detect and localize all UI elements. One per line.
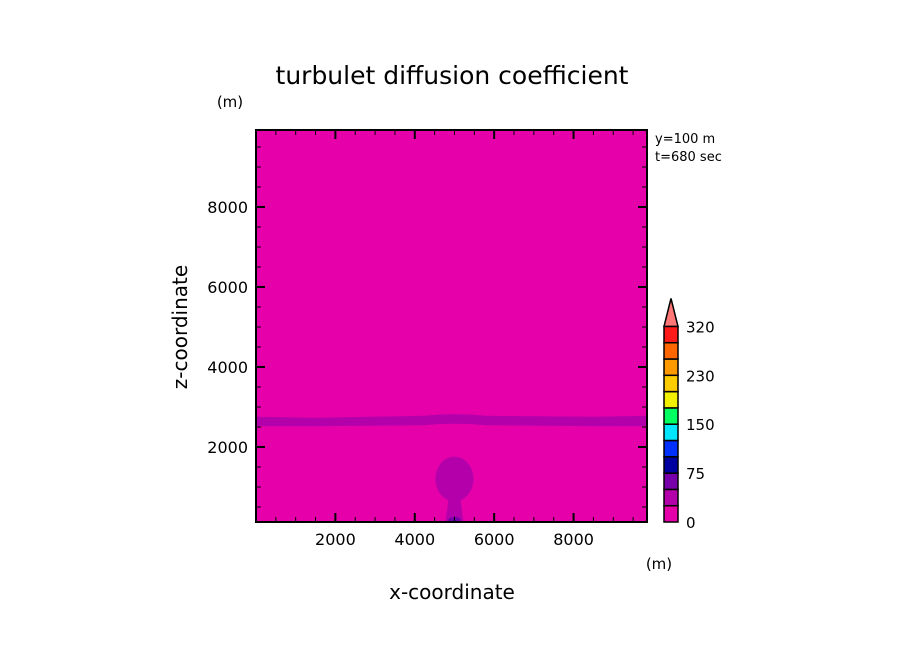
colorbar-box <box>663 456 679 474</box>
x-tick-label: 8000 <box>553 530 594 549</box>
x-tick-label: 2000 <box>315 530 356 549</box>
colorbar-box <box>663 325 679 344</box>
colorbar-label: 75 <box>686 465 705 483</box>
y-tick-label: 4000 <box>207 358 248 377</box>
chart-title: turbulet diffusion coefficient <box>276 61 629 90</box>
y-tick-label: 2000 <box>207 438 248 457</box>
colorbar-box <box>663 390 679 409</box>
y-axis-label: z-coordinate <box>168 265 192 389</box>
colorbar-box <box>663 504 679 523</box>
x-tick-label: 6000 <box>474 530 515 549</box>
colorbar-box <box>663 358 679 377</box>
colorbar-box <box>663 439 679 458</box>
colorbar-label: 0 <box>686 514 696 532</box>
colorbar: 0 75 150 230 320 <box>663 298 715 532</box>
contour-fills <box>256 130 647 522</box>
annotation-y: y=100 m <box>655 132 715 147</box>
colorbar-box <box>663 407 679 425</box>
axes: 2000 4000 6000 8000 2000 4000 6000 8000 <box>207 129 648 549</box>
x-unit-label: (m) <box>646 555 672 573</box>
background-level <box>256 130 647 522</box>
contour-plume-blob <box>435 456 474 502</box>
colorbar-box <box>663 472 679 491</box>
colorbar-box <box>663 488 679 507</box>
colorbar-label: 320 <box>686 318 715 336</box>
x-tick-label: 4000 <box>394 530 435 549</box>
x-axis-label: x-coordinate <box>389 580 515 604</box>
plot-area <box>256 130 647 522</box>
y-tick-label: 8000 <box>207 198 248 217</box>
contour-plume-stem <box>445 499 464 522</box>
colorbar-box <box>663 374 679 393</box>
colorbar-box <box>663 341 679 360</box>
colorbar-label: 230 <box>686 367 715 385</box>
y-unit-label: (m) <box>217 93 243 111</box>
colorbar-box <box>663 423 679 442</box>
colorbar-label: 150 <box>686 416 715 434</box>
plot-frame <box>255 129 648 523</box>
colorbar-extend-triangle <box>663 298 679 328</box>
contour-band <box>256 414 647 427</box>
y-tick-label: 6000 <box>207 278 248 297</box>
annotation-t: t=680 sec <box>655 150 722 165</box>
